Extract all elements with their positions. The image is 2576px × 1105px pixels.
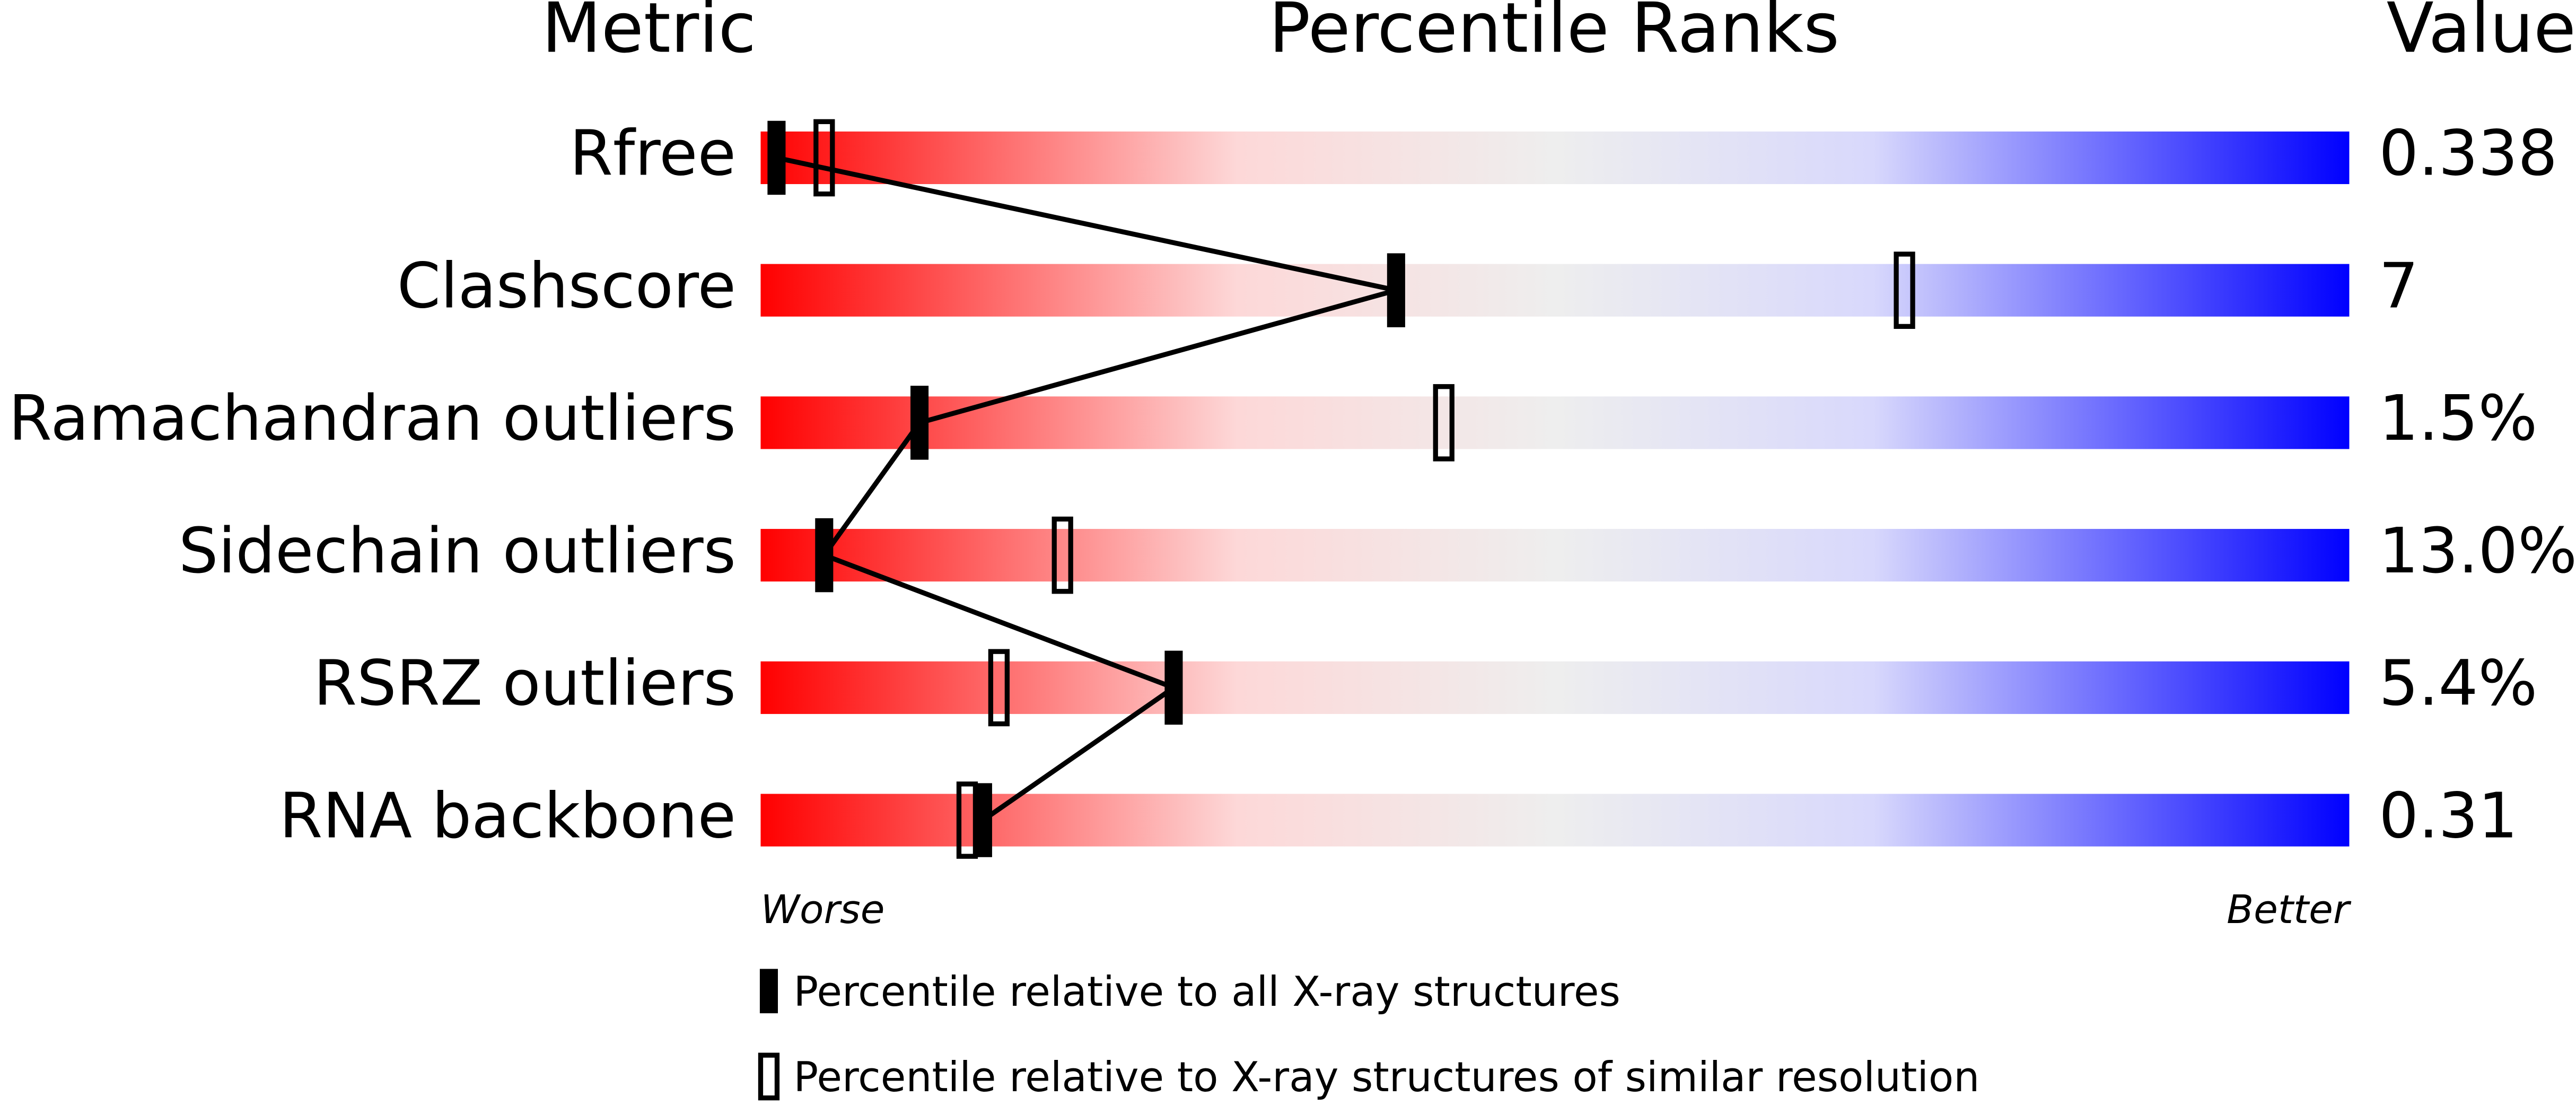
metric-label: RSRZ outliers (313, 647, 736, 720)
legend-swatch (759, 969, 778, 1014)
value-header: Value (2387, 0, 2576, 68)
legend-label: Percentile relative to X-ray structures … (793, 1054, 1979, 1101)
value-label: 13.0% (2379, 515, 2576, 587)
marker-all (974, 783, 992, 857)
metric-header: Metric (542, 0, 757, 68)
value-label: 0.338 (2379, 117, 2557, 190)
gradient-bar (760, 396, 2350, 449)
metric-label: Ramachandran outliers (8, 382, 736, 455)
marker-similar (988, 649, 1010, 727)
legend-swatch (758, 1052, 780, 1101)
better-label: Better (2227, 886, 2352, 933)
marker-all (1387, 253, 1405, 327)
metric-label: Sidechain outliers (179, 515, 736, 587)
metric-label: RNA backbone (279, 779, 736, 852)
marker-similar (1052, 516, 1073, 594)
marker-similar (1894, 251, 1915, 329)
metric-label: Clashscore (397, 249, 736, 322)
metric-label: Rfree (569, 117, 736, 190)
gradient-bar (760, 529, 2350, 582)
worse-label: Worse (760, 886, 884, 933)
marker-similar (813, 119, 835, 197)
gradient-bar (760, 661, 2350, 714)
value-label: 7 (2379, 249, 2419, 322)
value-label: 1.5% (2379, 382, 2537, 455)
connector-line (776, 155, 1397, 822)
legend-label: Percentile relative to all X-ray structu… (793, 968, 1620, 1016)
gradient-bar (760, 264, 2350, 317)
value-label: 5.4% (2379, 647, 2537, 720)
gradient-bar (760, 794, 2350, 847)
marker-all (1164, 650, 1183, 725)
gradient-bar (760, 131, 2350, 185)
chart-title: Percentile Ranks (1269, 0, 1839, 68)
marker-all (910, 386, 929, 460)
marker-all (767, 120, 786, 195)
value-label: 0.31 (2379, 779, 2518, 852)
marker-similar (1433, 384, 1455, 462)
marker-all (815, 518, 834, 593)
